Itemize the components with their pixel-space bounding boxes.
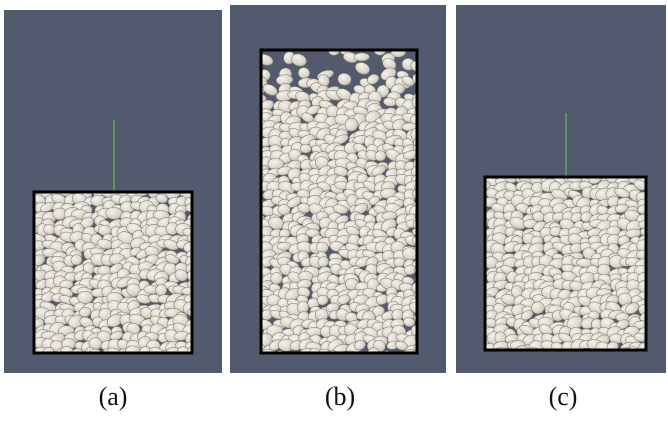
particle [394, 258, 406, 268]
caption: (a) [99, 382, 128, 411]
particle [354, 53, 370, 61]
caption: (b) [325, 382, 355, 411]
caption: (c) [549, 382, 578, 411]
particles-b [246, 41, 432, 365]
figure: (a) (b) (c) [0, 0, 668, 421]
particles-a [19, 183, 205, 363]
